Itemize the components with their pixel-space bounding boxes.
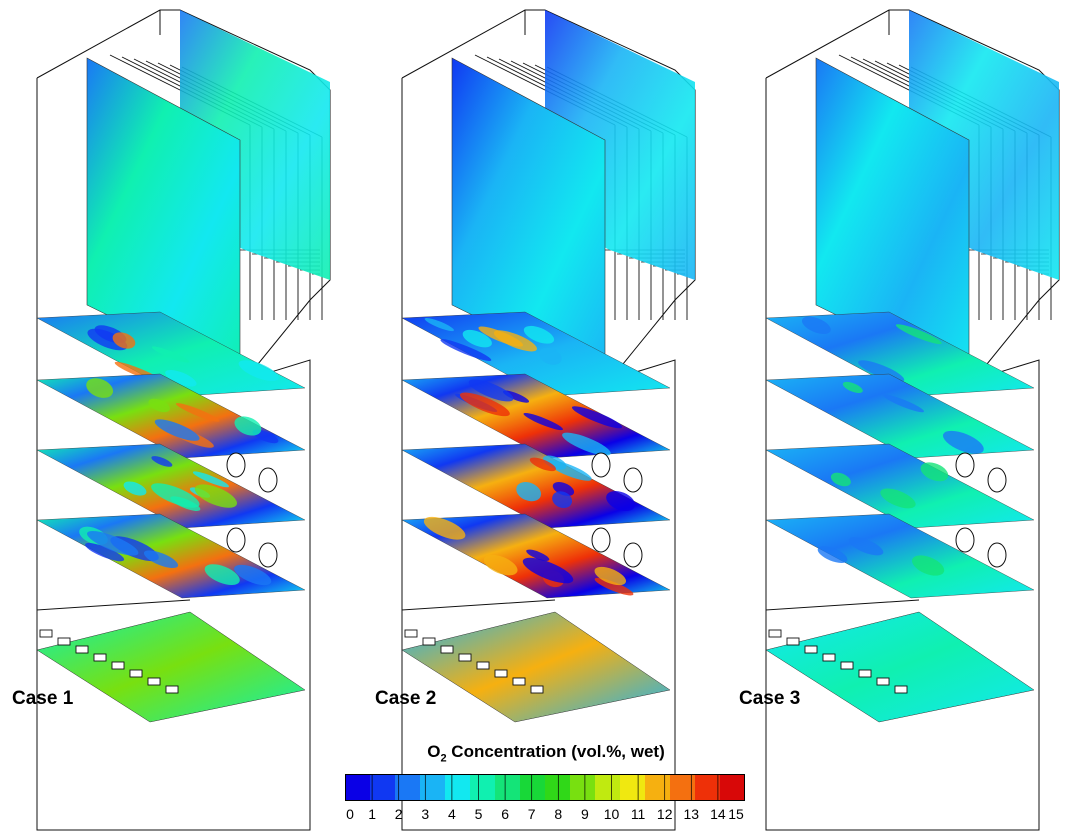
case-1-label: Case 1 [12, 688, 74, 709]
colorbar-swatch [345, 774, 371, 800]
air-port [822, 653, 836, 662]
colorbar-tick-label: 3 [421, 806, 429, 822]
colorbar-swatch [670, 774, 696, 800]
air-port [494, 669, 508, 678]
colorbar-tick-label: 6 [501, 806, 509, 822]
burner-port [226, 527, 246, 553]
case-2-furnace [401, 9, 696, 831]
air-port [57, 637, 71, 646]
colorbar-swatch [695, 774, 721, 800]
colorbar-tick-label: 9 [581, 806, 589, 822]
air-port [768, 629, 782, 638]
colorbar-tick-label: 13 [684, 806, 700, 822]
colorbar-swatch [470, 774, 496, 800]
colorbar-swatch [570, 774, 596, 800]
air-port [840, 661, 854, 670]
colorbar-swatch [620, 774, 646, 800]
colorbar-swatch [545, 774, 571, 800]
burner-port [258, 467, 278, 493]
case-1-furnace [36, 9, 331, 831]
burner-port [955, 527, 975, 553]
colorbar-title: O2 Concentration (vol.%, wet) [427, 742, 665, 765]
case-3-furnace [765, 9, 1060, 831]
bottom-slice [765, 611, 1035, 723]
air-port [458, 653, 472, 662]
burner-port [258, 542, 278, 568]
colorbar-tick-label: 10 [604, 806, 620, 822]
air-port [165, 685, 179, 694]
air-port [75, 645, 89, 654]
air-port [93, 653, 107, 662]
air-port [894, 685, 908, 694]
air-port [876, 677, 890, 686]
colorbar-swatch [595, 774, 621, 800]
air-port [512, 677, 526, 686]
burner-port [623, 542, 643, 568]
air-port [858, 669, 872, 678]
colorbar-tick-label: 2 [395, 806, 403, 822]
burner-port [623, 467, 643, 493]
burner-port [955, 452, 975, 478]
air-port [129, 669, 143, 678]
air-port [111, 661, 125, 670]
colorbar-swatch [445, 774, 471, 800]
colorbar-swatch [520, 774, 546, 800]
colorbar-tick-label: 11 [631, 806, 646, 822]
colorbar: 0 1 2 3 4 5 6 7 8 9 10 11 12 13 14 15 [345, 774, 745, 822]
colorbar-swatch [370, 774, 396, 800]
bottom-slice [36, 611, 306, 723]
horizontal-slice [765, 311, 1035, 397]
colorbar-tick-label: 7 [528, 806, 536, 822]
colorbar-swatch [645, 774, 671, 800]
air-port [147, 677, 161, 686]
burner-port [226, 452, 246, 478]
colorbar-swatch [720, 774, 745, 800]
colorbar-swatch [495, 774, 521, 800]
burner-port [987, 542, 1007, 568]
colorbar-tick-label: 4 [448, 806, 456, 822]
colorbar-swatch [395, 774, 421, 800]
air-port [804, 645, 818, 654]
air-port [440, 645, 454, 654]
air-port [422, 637, 436, 646]
colorbar-tick-label: 8 [554, 806, 562, 822]
colorbar-swatch [420, 774, 446, 800]
case-2-label: Case 2 [375, 688, 437, 709]
burner-port [591, 452, 611, 478]
burner-port [987, 467, 1007, 493]
colorbar-tick-label: 12 [657, 806, 673, 822]
air-port [404, 629, 418, 638]
horizontal-slice [765, 513, 1035, 599]
colorbar-tick-label: 5 [475, 806, 483, 822]
air-port [786, 637, 800, 646]
colorbar-tick-label: 14 [710, 806, 726, 822]
air-port [39, 629, 53, 638]
bottom-slice [401, 611, 671, 723]
colorbar-tick-label: 1 [368, 806, 376, 822]
colorbar-tick-label: 0 [346, 806, 354, 822]
burner-port [591, 527, 611, 553]
air-port [530, 685, 544, 694]
case-3-label: Case 3 [739, 688, 801, 709]
colorbar-tick-label: 15 [728, 806, 744, 822]
horizontal-slice [765, 443, 1035, 529]
air-port [476, 661, 490, 670]
